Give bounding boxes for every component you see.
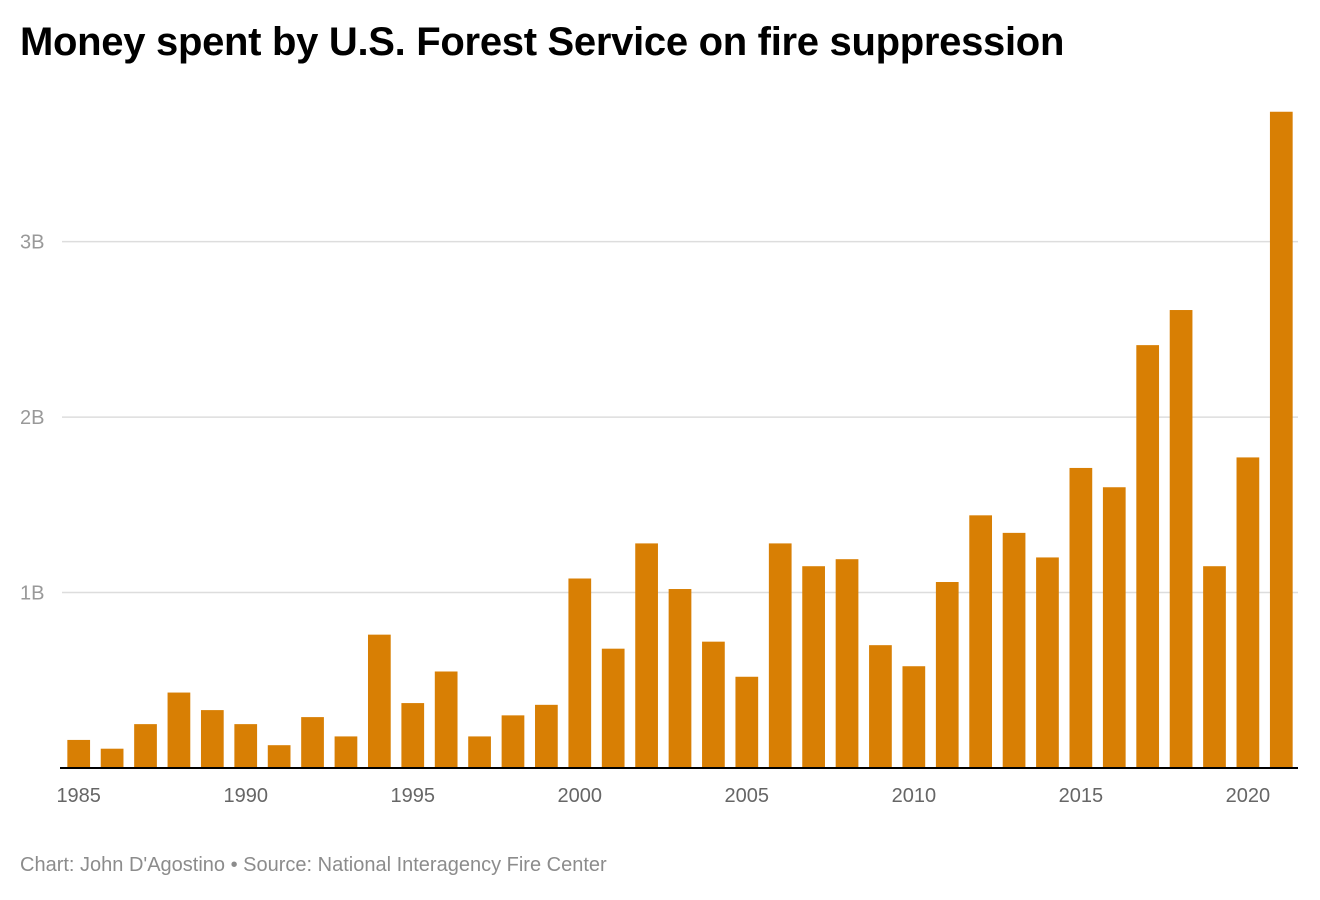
bar-2001 — [601, 648, 625, 768]
bar-2010 — [902, 666, 926, 768]
bar-1991 — [267, 745, 291, 768]
bar-2000 — [568, 578, 592, 768]
bar-1997 — [468, 736, 491, 768]
axes: 1B 2B 3B 1985 1990 1995 2000 2005 2010 2015 2020 — [20, 232, 1298, 807]
bar-2005 — [735, 676, 759, 768]
bar-2017 — [1136, 345, 1160, 768]
y-tick-label: 3B — [20, 232, 44, 254]
bar-2011 — [935, 582, 959, 768]
bar-1989 — [200, 710, 224, 768]
bar-2012 — [969, 515, 993, 768]
x-tick-label: 2020 — [1226, 785, 1271, 807]
bar-2002 — [635, 543, 658, 768]
x-tick-label: 2005 — [725, 785, 770, 807]
bar-1985 — [67, 739, 91, 768]
bar-2006 — [768, 543, 792, 768]
bar-2009 — [869, 645, 892, 768]
bar-2014 — [1036, 557, 1059, 768]
bar-2015 — [1069, 467, 1093, 768]
bars — [67, 111, 1293, 768]
bar-1992 — [301, 717, 324, 768]
bar-2007 — [802, 566, 825, 768]
x-tick-label: 1985 — [56, 785, 101, 807]
bar-1987 — [134, 724, 157, 768]
x-tick-label: 2015 — [1059, 785, 1104, 807]
bar-2004 — [702, 641, 725, 768]
bar-2008 — [835, 559, 859, 768]
bar-1996 — [434, 671, 458, 768]
x-tick-label: 2000 — [558, 785, 603, 807]
chart-credit: Chart: John D'Agostino • Source: Nationa… — [20, 854, 607, 876]
bar-1986 — [100, 748, 124, 768]
x-tick-label: 1990 — [223, 785, 268, 807]
bar-2021 — [1269, 111, 1293, 768]
y-tick-label: 2B — [20, 407, 44, 429]
bar-2020 — [1236, 457, 1260, 768]
bar-2013 — [1002, 532, 1026, 768]
bar-1994 — [367, 634, 391, 768]
bar-1990 — [234, 724, 258, 768]
bar-1998 — [501, 715, 525, 768]
bar-1995 — [401, 703, 425, 768]
y-tick-label: 1B — [20, 583, 44, 605]
bar-1988 — [167, 692, 191, 768]
bar-1993 — [334, 736, 358, 768]
x-tick-label: 2010 — [892, 785, 937, 807]
bar-2003 — [668, 589, 692, 768]
x-tick-label: 1995 — [391, 785, 436, 807]
bar-2019 — [1203, 566, 1226, 768]
chart-title: Money spent by U.S. Forest Service on fi… — [20, 20, 1065, 64]
bar-2016 — [1102, 487, 1126, 768]
bar-2018 — [1169, 310, 1193, 768]
bar-1999 — [535, 704, 558, 768]
